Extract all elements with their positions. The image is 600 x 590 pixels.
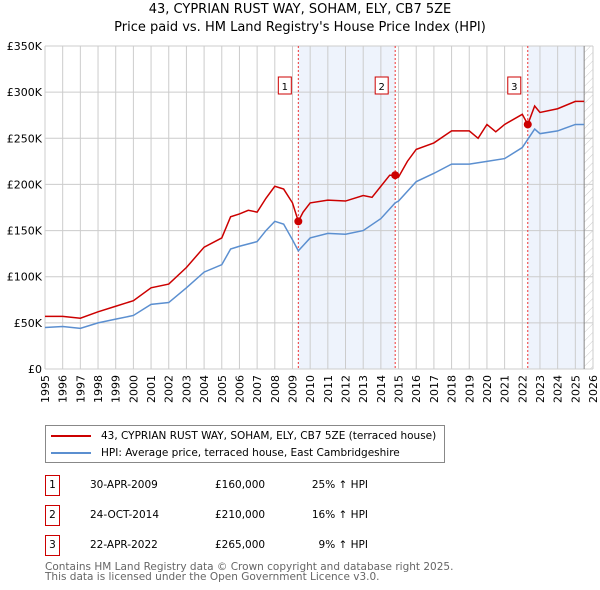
x-tick-label: 2025 [569,375,582,403]
chart-title: 43, CYPRIAN RUST WAY, SOHAM, ELY, CB7 5Z… [148,2,452,17]
legend-item-property: 43, CYPRIAN RUST WAY, SOHAM, ELY, CB7 5Z… [51,428,436,444]
x-tick-label: 2000 [127,375,140,403]
property-price-line [45,100,585,320]
x-tick-label: 2004 [198,375,211,403]
transaction-price: £210,000 [215,509,266,521]
x-tick-label: 2021 [499,375,512,403]
legend: 43, CYPRIAN RUST WAY, SOHAM, ELY, CB7 5Z… [45,425,445,463]
chart-subtitle: Price paid vs. HM Land Registry's House … [114,20,486,35]
sale-label: 1 [282,82,288,93]
y-tick-label: £250K [7,132,43,145]
y-tick-label: £150K [7,225,43,238]
transaction-marker: 1 [45,475,60,496]
sale-label-box [374,76,389,95]
transaction-hpi: 9% ↑ HPI [318,539,368,551]
transaction-price: £265,000 [215,539,266,551]
y-tick-label: £350K [7,40,43,53]
x-tick-label: 2001 [145,375,158,403]
x-tick-label: 2014 [375,375,388,403]
shaded-ownership-range [527,46,585,369]
transaction-row: 3 22-APR-2022 £265,000 9% ↑ HPI [45,535,465,556]
x-tick-label: 1995 [39,375,52,403]
x-tick-label: 2022 [516,375,529,403]
x-tick-label: 1996 [57,375,70,403]
legend-label-property: 43, CYPRIAN RUST WAY, SOHAM, ELY, CB7 5Z… [101,430,437,442]
x-tick-label: 2007 [251,375,264,403]
x-tick-label: 2017 [428,375,441,403]
transaction-hpi: 16% ↑ HPI [311,509,368,521]
y-tick-label: £300K [7,86,43,99]
blue-line-swatch [51,452,91,454]
sale-label-box [507,76,522,95]
red-line-swatch [51,435,91,437]
legend-item-hpi: HPI: Average price, terraced house, East… [51,445,400,461]
x-tick-label: 2016 [410,375,423,403]
x-tick-label: 2018 [446,375,459,403]
x-tick-label: 2008 [269,375,282,403]
legend-label-hpi: HPI: Average price, terraced house, East… [101,447,400,459]
transaction-price: £160,000 [215,479,266,491]
x-tick-label: 2024 [552,375,565,403]
transaction-row: 2 24-OCT-2014 £210,000 16% ↑ HPI [45,505,465,526]
x-tick-label: 2002 [163,375,176,403]
shaded-ownership-range [298,46,396,369]
x-tick-label: 2009 [286,375,299,403]
x-tick-label: 1998 [92,375,105,403]
transaction-date: 30-APR-2009 [90,479,158,491]
y-tick-label: £50K [14,317,43,330]
sale-label: 2 [379,82,385,93]
x-tick-label: 2012 [340,375,353,403]
x-tick-label: 2020 [481,375,494,403]
x-tick-label: 2010 [304,375,317,403]
hpi-line [44,123,585,330]
sale-point [294,217,303,226]
x-tick-label: 2003 [180,375,193,403]
x-tick-label: 2013 [357,375,370,403]
x-tick-label: 2005 [216,375,229,403]
sale-label-box [277,76,292,95]
transaction-date: 22-APR-2022 [90,539,158,551]
sale-label: 3 [511,82,517,93]
sale-point [391,171,400,180]
transaction-date: 24-OCT-2014 [90,509,159,521]
y-tick-label: £0 [28,363,42,376]
price-chart: 1995 1996 1997 1998 1999 2000 2001 2002 2003 2004… [7,40,600,403]
transaction-marker: 2 [45,505,60,526]
y-tick-label: £100K [7,271,43,284]
x-tick-label: 1997 [74,375,87,403]
footer-licence: This data is licensed under the Open Gov… [45,571,380,583]
x-tick-label: 2011 [322,375,335,403]
x-tick-label: 2019 [463,375,476,403]
transaction-row: 1 30-APR-2009 £160,000 25% ↑ HPI [45,475,465,496]
y-tick-label: £200K [7,178,43,191]
transaction-marker: 3 [45,535,60,556]
x-tick-label: 2026 [587,375,600,403]
footer-copyright: Contains HM Land Registry data © Crown c… [45,561,454,573]
transaction-hpi: 25% ↑ HPI [311,479,368,491]
x-tick-label: 2006 [233,375,246,403]
forecast-hatch [584,46,593,369]
x-tick-label: 2015 [393,375,406,403]
x-tick-label: 1999 [110,375,123,403]
x-tick-label: 2023 [534,375,547,403]
sale-point [523,120,532,129]
